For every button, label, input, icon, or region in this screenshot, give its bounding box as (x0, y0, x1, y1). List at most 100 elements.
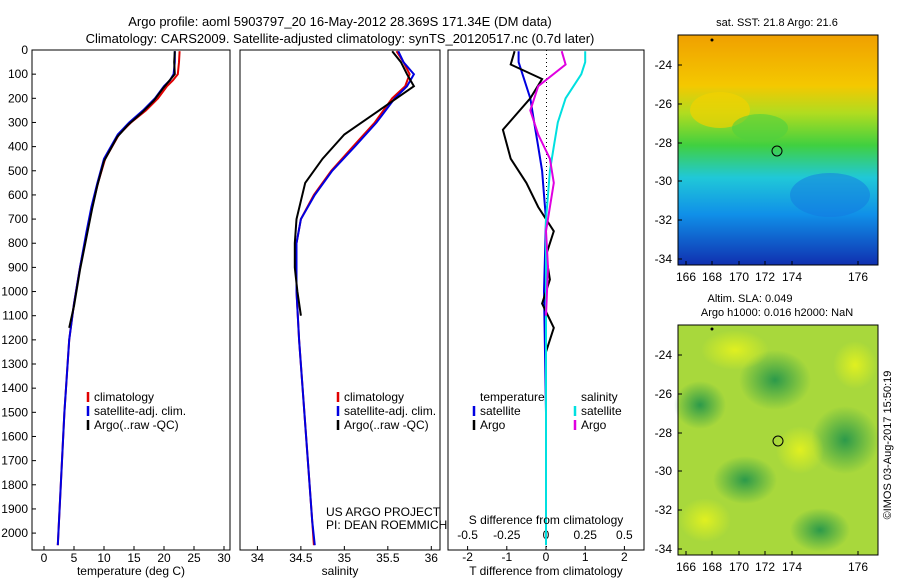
map-x-tick-label: 174 (782, 560, 802, 574)
series-line-argo (529, 50, 567, 316)
legend-label: Argo (480, 418, 506, 432)
salinity-panel: 34 34.5 35 35.5 36 climatologysatellite-adj.… (239, 49, 447, 578)
series-line-satellite-adj-clim (295, 50, 416, 546)
project-label: US ARGO PROJECT (326, 505, 441, 519)
s-tick-label: -0.5 (457, 528, 478, 542)
x-tick-label: 34 (251, 551, 265, 565)
t-difference-label: T difference from climatology (469, 564, 623, 578)
legend-label: Argo(..raw -QC) (344, 418, 429, 432)
x-tick-label: 30 (217, 551, 231, 565)
t-tick-label: 1 (582, 550, 589, 564)
series-line-argo-raw-qc (293, 50, 416, 316)
map-x-tick-label: 174 (782, 270, 802, 284)
map-x-tick-label: 166 (676, 270, 696, 284)
temperature-axis-label: temperature (deg C) (77, 564, 185, 578)
map-y-tick-label: -32 (655, 503, 673, 517)
map-y-tick-label: -30 (655, 464, 673, 478)
t-tick-label: -2 (462, 550, 473, 564)
island-dot (710, 38, 714, 42)
sst-green-patch (732, 114, 788, 142)
map-x-tick-label: 168 (702, 270, 722, 284)
map-x-tick-label: 172 (755, 270, 775, 284)
legend-label: satellite-adj. clim. (344, 404, 436, 418)
sla-low-patch (674, 381, 726, 429)
depth-tick-label: 900 (8, 260, 28, 274)
argo-position-marker (771, 145, 783, 157)
temperature-lines (56, 51, 181, 546)
map-x-tick-label: 166 (676, 560, 696, 574)
salinity-plot-frame (239, 49, 441, 551)
depth-tick-label: 300 (8, 115, 28, 129)
sla-map-frame (677, 324, 879, 556)
map-x-tick-label: 170 (729, 270, 749, 284)
map-x-tick-label: 172 (755, 560, 775, 574)
legend-label: climatology (94, 390, 154, 404)
x-tick-label: 10 (97, 551, 111, 565)
salinity-axis: 34 34.5 35 35.5 36 (251, 546, 439, 565)
map-y-tick-label: -32 (655, 213, 673, 227)
depth-tick-label: 0 (21, 43, 28, 57)
difference-panel: -2 -1 0 1 2-0.5 -0.25 0 0.25 0.5 temperature sal… (447, 49, 645, 578)
map-x-tick-label: 170 (729, 560, 749, 574)
x-tick-label: 20 (157, 551, 171, 565)
map-y-tick-label: -34 (655, 252, 673, 266)
sst-map-field (678, 35, 878, 265)
depth-tick-label: 1200 (1, 333, 28, 347)
depth-tick-label: 1000 (1, 285, 28, 299)
figure-title-line2: Climatology: CARS2009. Satellite-adjuste… (86, 31, 595, 46)
depth-tick-label: 1100 (2, 309, 28, 323)
map-y-tick-label: -28 (655, 136, 673, 150)
temperature-panel: 0100200300400500600700800900100011001200… (1, 43, 231, 578)
x-tick-label: 34.5 (289, 551, 313, 565)
map-x-tick-label: 176 (848, 560, 868, 574)
sst-map-title: sat. SST: 21.8 Argo: 21.6 (716, 17, 838, 29)
legend-heading-temperature: temperature (480, 390, 545, 404)
s-tick-label: -0.25 (493, 528, 521, 542)
depth-tick-label: 1600 (1, 429, 28, 443)
x-tick-label: 0 (41, 551, 48, 565)
sla-high-patch (701, 330, 769, 370)
depth-tick-label: 400 (8, 140, 28, 154)
difference-axis: -2 -1 0 1 2-0.5 -0.25 0 0.25 0.5 (457, 528, 633, 564)
legend-label: climatology (344, 390, 404, 404)
salinity-lines (293, 50, 416, 546)
salinity-axis-label: salinity (322, 564, 359, 578)
s-tick-label: 0.25 (574, 528, 598, 542)
map-y-tick-label: -30 (655, 174, 673, 188)
map-x-tick-label: 176 (848, 270, 868, 284)
depth-tick-label: 700 (8, 212, 28, 226)
map-y-tick-label: -24 (655, 348, 673, 362)
legend-label: satellite (480, 404, 521, 418)
sst-warm-patch (690, 92, 750, 128)
legend-label: satellite-adj. clim. (94, 404, 186, 418)
temperature-plot-frame (31, 49, 231, 551)
depth-tick-label: 1300 (1, 357, 28, 371)
t-tick-label: 0 (543, 550, 550, 564)
difference-lines (501, 50, 587, 546)
series-line-satellite (545, 51, 587, 546)
sst-map: sat. SST: 21.8 Argo: 21.6 -24 -26 -28 -30 -3… (655, 17, 879, 284)
depth-tick-label: 500 (8, 164, 28, 178)
map-y-tick-label: -24 (655, 58, 673, 72)
map-y-tick-label: -28 (655, 426, 673, 440)
island-dot (710, 327, 714, 331)
map-y-tick-label: -26 (655, 97, 673, 111)
pi-label: PI: DEAN ROEMMICH (326, 518, 447, 532)
t-tick-label: -1 (501, 550, 512, 564)
x-tick-label: 36 (425, 551, 439, 565)
sla-high-patch (679, 498, 731, 542)
legend-label: satellite (581, 404, 622, 418)
sla-map-title-line2: Argo h1000: 0.016 h2000: NaN (701, 307, 853, 319)
figure-title-line1: Argo profile: aoml 5903797_20 16-May-201… (128, 14, 552, 29)
depth-axis: 0 100 200 300 400 500 600 700 800 900 1000 1100 1200… (1, 43, 36, 540)
x-tick-label: 35 (338, 551, 352, 565)
s-tick-label: 0.5 (616, 528, 633, 542)
depth-tick-label: 1400 (1, 381, 28, 395)
map-y-tick-label: -26 (655, 387, 673, 401)
x-tick-label: 5 (71, 551, 78, 565)
map-y-tick-label: -34 (655, 542, 673, 556)
